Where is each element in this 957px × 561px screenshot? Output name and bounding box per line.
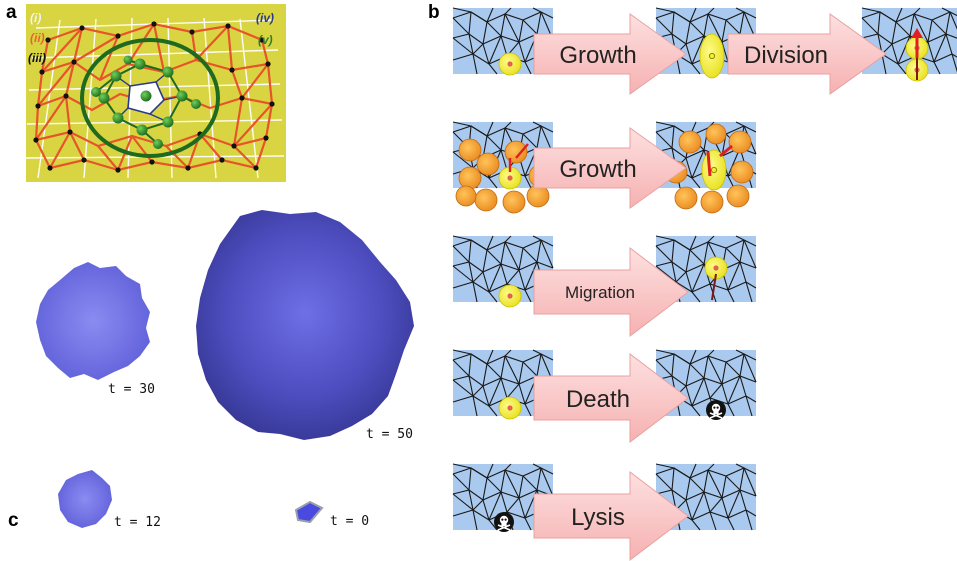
time-label-t50: t = 50 [366, 427, 413, 442]
arrow-lysis: Lysis [533, 470, 689, 561]
arrow-growth-2: Growth [533, 127, 687, 209]
arrow-label-lysis: Lysis [571, 504, 625, 531]
arrow-division: Division [727, 13, 887, 95]
colony-t0 [294, 500, 324, 524]
panel-label-b: b [428, 2, 440, 23]
row-growth-division [452, 7, 957, 82]
arrow-migration: Migration [533, 246, 689, 338]
arrow-label-death: Death [566, 386, 630, 413]
arrow-label-migration: Migration [565, 283, 635, 302]
colony-t30 [36, 262, 150, 380]
arrow-death: Death [533, 352, 689, 444]
arrow-growth-1: Growth [533, 13, 687, 95]
arrow-label-growth-1: Growth [559, 42, 636, 69]
panel-a-mesh-illustration [25, 4, 286, 182]
label-ii: (ii) [30, 31, 45, 45]
row-migration [452, 235, 757, 308]
label-i: (i) [30, 11, 41, 25]
label-iv: (iv) [256, 11, 274, 25]
time-label-t12: t = 12 [114, 515, 161, 530]
time-label-t30: t = 30 [108, 382, 155, 397]
arrow-label-growth-2: Growth [559, 156, 636, 183]
label-iii: (iii) [28, 51, 46, 65]
arrow-label-division: Division [744, 42, 828, 69]
panel-label-a: a [6, 2, 17, 23]
panel-label-c: c [8, 510, 19, 531]
colony-t50 [196, 210, 414, 440]
label-v: (v) [258, 33, 273, 47]
colony-t12 [58, 470, 112, 528]
time-label-t0: t = 0 [330, 514, 370, 529]
